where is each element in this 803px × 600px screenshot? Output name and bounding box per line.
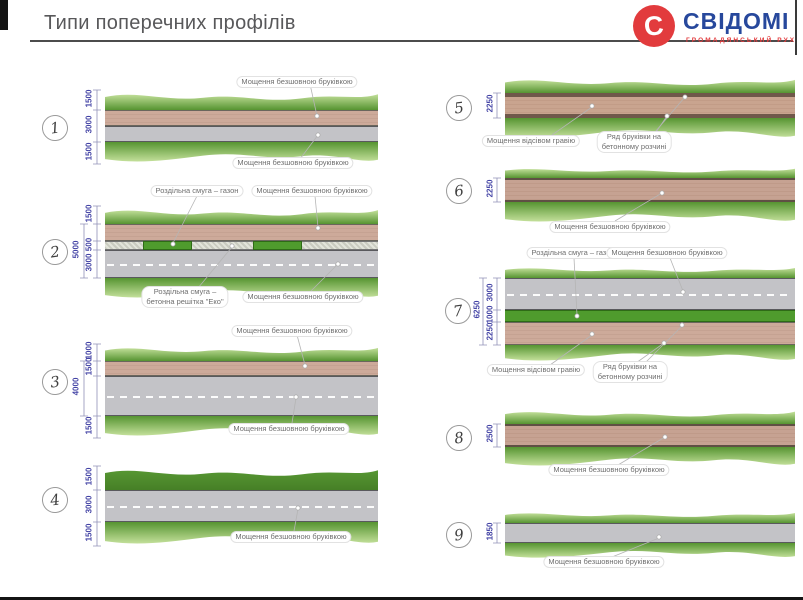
- dim-label: 1500: [84, 142, 94, 161]
- dim-label: 1500: [84, 416, 94, 435]
- profile-number-8: 8: [444, 423, 474, 453]
- profile-8-lawn-top: [505, 408, 795, 424]
- label-paving-seamless: Мощення безшовною бруківкою: [242, 291, 364, 303]
- road-centerline: [107, 264, 376, 266]
- page-bottom-rule: [0, 597, 803, 600]
- label-divider-eco: Роздільна смуга – бетонна решітка "Еко": [141, 286, 229, 308]
- page-corner-mark: [0, 0, 8, 30]
- profile-9-lawn-top: [505, 510, 795, 523]
- profile-4-lawn-top: [105, 466, 378, 490]
- logo-brand-text: СВІДОМІ: [683, 8, 790, 34]
- profile-number-9: 9: [444, 520, 474, 550]
- page-title: Типи поперечних профілів: [44, 12, 296, 34]
- dim-label: 1500: [84, 357, 94, 376]
- profile-2-divider-strip: [105, 241, 378, 250]
- profile-2-lawn-top: [105, 206, 378, 224]
- profile-7-lawn-divider: [505, 310, 795, 322]
- dim-label: 2250: [485, 179, 495, 198]
- profile-3-road-band: [105, 376, 378, 416]
- label-divider-lawn: Роздільна смуга – газон: [526, 247, 620, 259]
- label-paving-seamless: Мощення безшовною бруківкою: [230, 531, 352, 543]
- dim-label: 1500: [84, 523, 94, 542]
- profile-number-6: 6: [444, 176, 474, 206]
- label-paving-seamless: Мощення безшовною бруківкою: [606, 247, 728, 259]
- dim-label: 5000: [71, 240, 81, 259]
- profile-6-paving-band: [505, 178, 795, 202]
- profile-2-road-band: [105, 250, 378, 278]
- road-centerline: [107, 506, 376, 508]
- profile-3-paving-band: [105, 361, 378, 376]
- header-rule: [30, 40, 793, 42]
- label-paving-seamless: Мощення безшовною бруківкою: [232, 157, 354, 169]
- label-paving-seamless: Мощення безшовною бруківкою: [548, 464, 670, 476]
- profile-4-road-band: [105, 490, 378, 522]
- dim-label: 3000: [84, 253, 94, 272]
- profile-number-4: 4: [40, 485, 70, 515]
- dim-label: 2250: [485, 94, 495, 113]
- label-paving-gravel: Мощення відсівом гравію: [486, 364, 586, 376]
- dim-label: 4000: [71, 377, 81, 396]
- page-edge-line: [795, 0, 797, 55]
- dim-label: 1850: [485, 522, 495, 541]
- profile-7-road-band: [505, 278, 795, 310]
- profile-5-gravel-band: [505, 93, 795, 118]
- label-paving-gravel: Мощення відсівом гравію: [481, 135, 581, 147]
- profile-number-2: 2: [40, 237, 70, 267]
- road-centerline: [107, 396, 376, 398]
- profile-1-paving-band: [105, 110, 378, 126]
- label-paving-seamless: Мощення безшовною бруківкою: [549, 221, 671, 233]
- profile-8-paving-band: [505, 424, 795, 447]
- profile-number-7: 7: [443, 296, 473, 326]
- label-paving-seamless: Мощення безшовною бруківкою: [251, 185, 373, 197]
- profile-5-lawn-top: [505, 76, 795, 93]
- label-paver-row: Ряд бруківки на бетонному розчині: [596, 131, 672, 153]
- label-paving-seamless: Мощення безшовною бруківкою: [543, 556, 665, 568]
- profile-7-gravel-band: [505, 322, 795, 345]
- label-paving-seamless: Мощення безшовною бруківкою: [236, 76, 358, 88]
- profile-number-5: 5: [444, 93, 474, 123]
- label-paving-seamless: Мощення безшовною бруківкою: [228, 423, 350, 435]
- profile-number-1: 1: [40, 113, 70, 143]
- dim-label: 2250: [485, 322, 495, 341]
- profile-7-lawn-top: [505, 265, 795, 278]
- road-centerline: [507, 294, 793, 296]
- dim-label: 6250: [472, 300, 482, 319]
- lawn-divider-segment: [143, 241, 192, 250]
- label-paving-seamless: Мощення безшовною бруківкою: [231, 325, 353, 337]
- logo-fist-icon: С: [633, 5, 675, 47]
- profile-1-lawn-top: [105, 90, 378, 110]
- profile-3-lawn-top: [105, 344, 378, 361]
- profile-2-paving-band: [105, 224, 378, 241]
- label-paver-row: Ряд бруківки на бетонному розчині: [592, 361, 668, 383]
- dim-label: 2500: [485, 424, 495, 443]
- profile-1-path-band: [105, 126, 378, 142]
- profile-9-path-band: [505, 523, 795, 543]
- logo-tagline: ГРОМАДЯНСЬКИЙ РУХ: [686, 37, 797, 44]
- profile-6-lawn-top: [505, 166, 795, 178]
- lawn-divider-segment: [253, 241, 302, 250]
- label-divider-lawn: Роздільна смуга – газон: [150, 185, 244, 197]
- profile-number-3: 3: [40, 367, 70, 397]
